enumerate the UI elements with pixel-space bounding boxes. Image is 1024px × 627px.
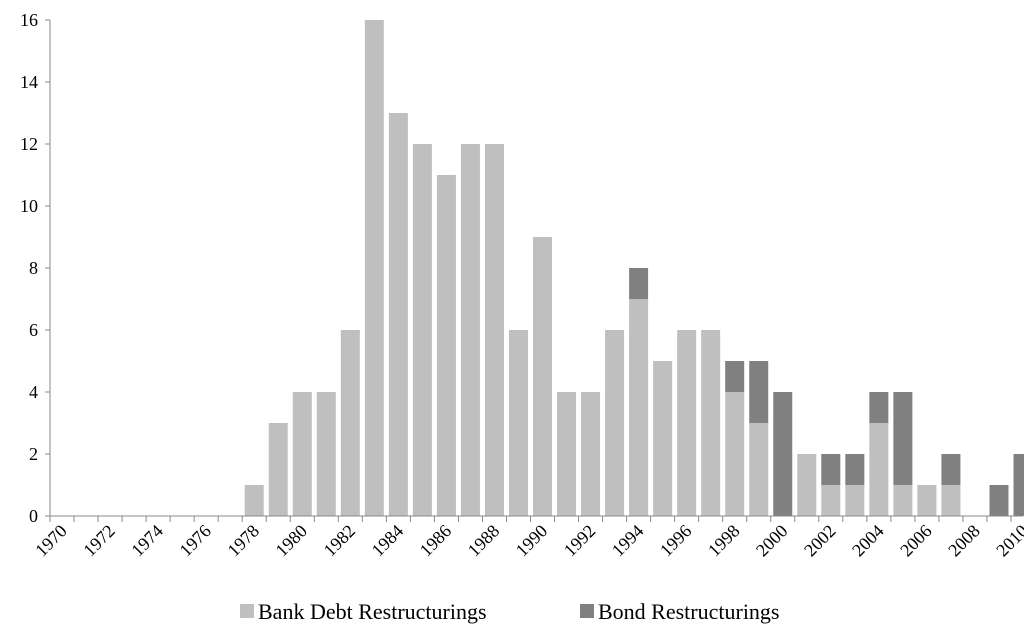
x-tick-label: 1980 [271, 521, 311, 561]
plot-area [244, 20, 1024, 516]
x-tick-label: 2008 [944, 521, 984, 561]
bar-bank-debt-2002 [821, 485, 841, 516]
bar-bank-debt-1979 [268, 423, 288, 516]
x-tick-label: 1990 [512, 521, 552, 561]
x-tick-label: 1988 [464, 521, 504, 561]
y-tick-label: 4 [29, 382, 38, 402]
legend-swatch-bank-debt [240, 604, 254, 618]
bar-bond-2007 [941, 454, 961, 485]
y-tick-label: 2 [29, 444, 38, 464]
bar-bond-1994 [629, 268, 649, 299]
bar-bank-debt-2003 [845, 485, 865, 516]
bar-bank-debt-2006 [917, 485, 937, 516]
bar-bond-2010 [1013, 454, 1024, 516]
bar-bank-debt-1978 [244, 485, 264, 516]
bar-bank-debt-1988 [484, 144, 504, 516]
bar-bond-2004 [869, 392, 889, 423]
bar-bank-debt-1984 [388, 113, 408, 516]
x-tick-label: 1992 [560, 521, 600, 561]
x-tick-label: 2000 [752, 521, 792, 561]
bar-bank-debt-1980 [292, 392, 312, 516]
bar-bank-debt-2007 [941, 485, 961, 516]
x-tick-label: 1998 [704, 521, 744, 561]
bar-bank-debt-1986 [436, 175, 456, 516]
x-tick-label: 2006 [896, 521, 936, 561]
bar-bank-debt-2001 [797, 454, 817, 516]
bar-bond-1998 [725, 361, 745, 392]
bar-bank-debt-1983 [364, 20, 384, 516]
legend-swatch-bond [580, 604, 594, 618]
bar-bank-debt-1989 [508, 330, 528, 516]
x-tick-label: 2002 [800, 521, 840, 561]
y-tick-label: 0 [29, 506, 38, 526]
bar-bank-debt-1991 [557, 392, 577, 516]
bar-bond-2005 [893, 392, 913, 485]
bar-bank-debt-1997 [701, 330, 721, 516]
x-tick-label: 2004 [848, 521, 888, 561]
bar-bond-1999 [749, 361, 769, 423]
bar-bank-debt-1981 [316, 392, 336, 516]
x-tick-label: 1978 [223, 521, 263, 561]
legend-label-bond: Bond Restructurings [598, 599, 780, 624]
bar-bank-debt-1990 [533, 237, 553, 516]
y-axis: 0 2 4 6 8 10 12 14 16 [20, 10, 51, 526]
x-tick-label: 1970 [31, 521, 71, 561]
y-tick-label: 8 [29, 258, 38, 278]
bar-bank-debt-1998 [725, 392, 745, 516]
bar-bank-debt-1987 [460, 144, 480, 516]
x-tick-label: 1996 [656, 521, 696, 561]
bar-bank-debt-2005 [893, 485, 913, 516]
x-tick-label: 1984 [368, 521, 408, 561]
bar-bank-debt-1996 [677, 330, 697, 516]
x-axis: 1970 1972 1974 1976 1978 1980 1982 1984 1986 1988… [31, 515, 1024, 561]
bar-bond-2002 [821, 454, 841, 485]
x-tick-label: 1986 [416, 521, 456, 561]
y-tick-label: 16 [20, 10, 38, 30]
bar-bank-debt-1982 [340, 330, 360, 516]
x-tick-label: 1974 [127, 521, 167, 561]
y-tick-label: 12 [20, 134, 38, 154]
bar-bond-2000 [773, 392, 793, 516]
x-tick-label: 1982 [320, 521, 360, 561]
bar-bank-debt-1992 [581, 392, 601, 516]
bar-bank-debt-1985 [412, 144, 432, 516]
bar-bank-debt-1995 [653, 361, 673, 516]
y-tick-label: 6 [29, 320, 38, 340]
x-tick-label: 1994 [608, 521, 648, 561]
y-tick-label: 10 [20, 196, 38, 216]
bar-bond-2003 [845, 454, 865, 485]
bar-bank-debt-1999 [749, 423, 769, 516]
x-tick-label: 1972 [79, 521, 119, 561]
bar-bond-2009 [989, 485, 1009, 516]
bar-bank-debt-1994 [629, 299, 649, 516]
legend: Bank Debt Restructurings Bond Restructur… [240, 599, 780, 624]
bar-bank-debt-2004 [869, 423, 889, 516]
y-tick-label: 14 [20, 72, 38, 92]
bar-bank-debt-1993 [605, 330, 625, 516]
legend-label-bank-debt: Bank Debt Restructurings [258, 599, 487, 624]
x-tick-label: 1976 [175, 521, 215, 561]
x-tick-label: 2010 [992, 521, 1024, 561]
